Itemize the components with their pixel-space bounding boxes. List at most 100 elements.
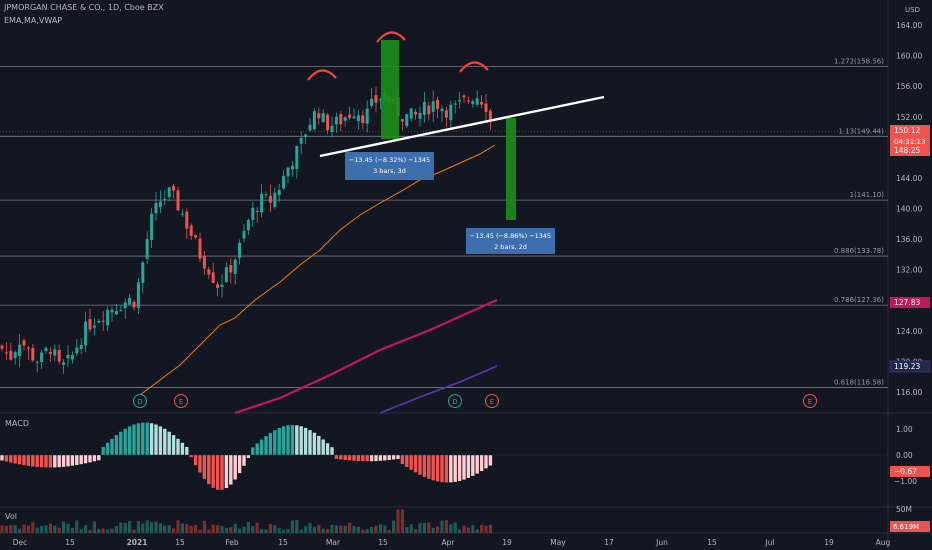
neckline-trendline [319, 95, 605, 158]
volume-bar [449, 524, 453, 533]
volume-bar [427, 522, 431, 533]
candle-body [409, 108, 413, 119]
macd-bar [198, 455, 202, 473]
candle-body [4, 352, 8, 354]
volume-bar [70, 527, 74, 533]
volume-bar [158, 523, 162, 533]
volume-bar [48, 523, 52, 533]
macd-bar [435, 455, 440, 482]
measure-box [466, 228, 555, 254]
macd-bar [110, 438, 114, 455]
macd-bar [352, 455, 356, 461]
volume-bar [62, 521, 66, 533]
head-arc [376, 31, 406, 43]
macd-bar [330, 447, 334, 455]
ema-price: 148.25 [894, 146, 920, 155]
fib-label: 0.886(133.78) [834, 247, 884, 255]
volume-bar [145, 520, 149, 533]
macd-bar [167, 431, 171, 455]
candle-body [238, 242, 242, 258]
candle-body [488, 110, 492, 120]
macd-bar [484, 455, 488, 469]
candle-body [172, 185, 176, 191]
macd-bar [114, 435, 119, 455]
candle-body [414, 111, 418, 115]
ma-price: 127.83 [894, 298, 920, 307]
volume-bar [273, 525, 277, 533]
macd-bar [334, 455, 339, 459]
volume-bar [383, 525, 387, 533]
macd-bar [479, 455, 484, 472]
volume-bar [321, 528, 325, 533]
candle-body [321, 113, 325, 123]
volume-bar [202, 520, 206, 533]
candle-body [136, 282, 140, 308]
volume-bar [488, 524, 492, 533]
macd-bar [356, 455, 361, 462]
macd-bar [303, 427, 308, 455]
macd-bar [405, 455, 409, 467]
event-marker-label: D [452, 398, 457, 406]
macd-bar [409, 455, 413, 470]
macd-bar [268, 432, 273, 455]
macd-bar [378, 455, 383, 461]
volume-bar [224, 527, 228, 533]
volume-label[interactable]: Vol [5, 512, 17, 521]
candle-body [286, 167, 290, 177]
macd-bar [308, 430, 312, 455]
candle-body [31, 348, 35, 361]
ema-line [139, 144, 496, 396]
volume-bar [53, 525, 57, 533]
volume-bar [356, 526, 360, 533]
macd-bar [53, 455, 57, 468]
symbol-title[interactable]: JPMORGAN CHASE & CO., 1D, Cboe BZX [4, 3, 164, 12]
time-tick: 15 [707, 538, 717, 547]
candle-body [119, 310, 123, 312]
macd-bar [391, 455, 396, 460]
candle-body [343, 117, 347, 121]
macd-bar [158, 426, 163, 455]
candle-body [312, 111, 316, 130]
time-tick: Apr [442, 538, 456, 547]
candle-body [233, 259, 237, 275]
candle-body [273, 192, 277, 207]
event-marker-label: D [137, 398, 142, 406]
candle-body [242, 230, 246, 239]
macd-bar [281, 426, 286, 455]
earnings-marker [803, 394, 817, 408]
candle-body [290, 165, 294, 170]
volume-bar [150, 522, 154, 533]
price-tick: 116.00 [896, 388, 922, 397]
price-tick: 144.00 [896, 174, 922, 183]
candle-body [198, 238, 202, 259]
macd-bar [171, 435, 176, 455]
volume-bar [440, 520, 444, 533]
macd-value-tag [890, 466, 930, 477]
macd-bar [136, 423, 141, 455]
time-tick: 15 [175, 538, 185, 547]
candle-body [62, 362, 66, 365]
volume-bar [387, 529, 391, 533]
event-marker-label: E [808, 398, 812, 406]
macd-bar [4, 455, 9, 462]
macd-value: −0.67 [894, 467, 917, 476]
time-tick: 17 [604, 538, 614, 547]
countdown-tag [890, 136, 930, 146]
macd-bar [119, 431, 123, 455]
candle-body [0, 345, 4, 349]
price-tick: 164.00 [896, 21, 922, 30]
volume-bar [79, 529, 83, 533]
macd-bar [145, 422, 149, 455]
volume-bar [57, 527, 61, 533]
macd-bar [339, 455, 343, 460]
candle-body [207, 269, 211, 275]
macd-bar [440, 455, 444, 483]
volume-bar [185, 524, 189, 533]
macd-tick-1: 1.00 [896, 425, 913, 434]
candle-body [480, 101, 484, 105]
macd-label[interactable]: MACD [5, 419, 29, 428]
time-tick: 19 [502, 538, 512, 547]
volume-bar [238, 528, 242, 533]
indicator-list[interactable]: EMA,MA,VWAP [4, 16, 63, 25]
